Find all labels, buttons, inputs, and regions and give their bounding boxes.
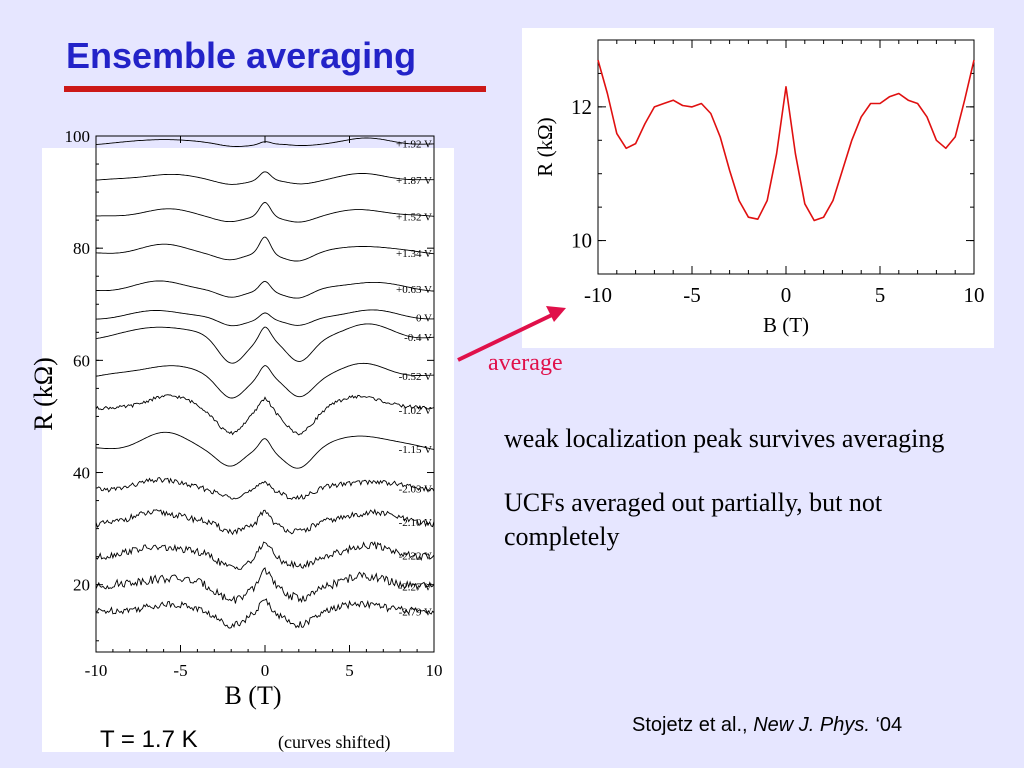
curve-label: -2.27 V	[399, 582, 432, 594]
curve-line	[95, 598, 435, 629]
left-x-axis-label: B (T)	[224, 681, 281, 710]
x-tick-label: 10	[964, 283, 985, 307]
citation-journal: New J. Phys.	[753, 714, 870, 736]
x-tick-label: -5	[173, 661, 187, 680]
average-curve-line	[597, 59, 975, 222]
curve-label: -2.10 V	[399, 517, 432, 529]
curve-line	[95, 137, 434, 147]
y-tick-label: 60	[73, 351, 90, 370]
average-label: average	[488, 350, 563, 376]
curve-line	[95, 540, 435, 570]
curve-label: +1.87 V	[396, 175, 432, 187]
y-tick-label: 10	[571, 229, 592, 253]
slide-title: Ensemble averaging	[66, 35, 417, 76]
curves-shifted-note: (curves shifted)	[278, 732, 391, 752]
curve-label: -0.52 V	[399, 371, 432, 383]
average-arrow	[457, 306, 566, 362]
y-tick-label: 80	[73, 239, 90, 258]
curve-line	[95, 171, 434, 185]
y-tick-label: 12	[571, 95, 592, 119]
curve-line	[95, 236, 435, 262]
bullet-weak-localization: weak localization peak survives averagin…	[504, 424, 945, 453]
curve-line	[95, 323, 435, 364]
x-tick-label: -10	[85, 661, 108, 680]
curve-label: -0.4 V	[404, 332, 432, 344]
curve-label: -1.15 V	[399, 444, 432, 456]
right-y-axis-label: R (kΩ)	[533, 117, 557, 176]
curve-label: +1.34 V	[396, 248, 432, 260]
right-x-axis-label: B (T)	[763, 313, 809, 337]
curve-line	[96, 309, 435, 327]
citation: Stojetz et al., New J. Phys. ‘04	[632, 714, 902, 737]
curve-label: +0.63 V	[396, 284, 432, 296]
x-tick-label: 0	[781, 283, 792, 307]
citation-year: ‘04	[875, 714, 903, 736]
left-y-axis-label: R (kΩ)	[29, 357, 58, 430]
left-plot-frame	[95, 135, 435, 653]
citation-authors: Stojetz et al.,	[632, 714, 748, 736]
curve-label: +1.92 V	[396, 138, 432, 150]
curve-label: 0 V	[416, 312, 432, 324]
x-tick-label: -5	[683, 283, 701, 307]
curve-line	[95, 280, 435, 299]
curve-line	[95, 508, 435, 536]
x-tick-label: 10	[426, 661, 443, 680]
curve-line	[95, 394, 435, 436]
curve-label: -2.03 V	[399, 483, 432, 495]
curve-label: -2.79 V	[399, 607, 432, 619]
y-tick-label: 20	[73, 576, 90, 595]
right-plot-frame	[597, 39, 975, 275]
bullet-ucf: UCFs averaged out partially, but not com…	[504, 488, 883, 551]
temperature-label: T = 1.7 K	[100, 726, 198, 753]
x-tick-label: -10	[584, 283, 612, 307]
y-tick-label: 40	[73, 464, 90, 483]
curve-line	[95, 567, 435, 604]
x-tick-label: 0	[261, 661, 270, 680]
curve-line	[95, 476, 435, 500]
title-underline	[64, 86, 486, 92]
curve-line	[95, 362, 435, 399]
bullet-list: weak localization peak survives averagin…	[504, 422, 974, 584]
y-tick-label: 100	[65, 127, 91, 146]
x-tick-label: 5	[875, 283, 886, 307]
right-chart-panel	[522, 28, 994, 348]
x-tick-label: 5	[345, 661, 354, 680]
curve-label: +1.52 V	[396, 211, 432, 223]
curve-line	[96, 201, 435, 223]
curve-label: -2.22 V	[399, 551, 432, 563]
curve-label: -1.02 V	[399, 405, 432, 417]
curve-line	[95, 431, 435, 469]
